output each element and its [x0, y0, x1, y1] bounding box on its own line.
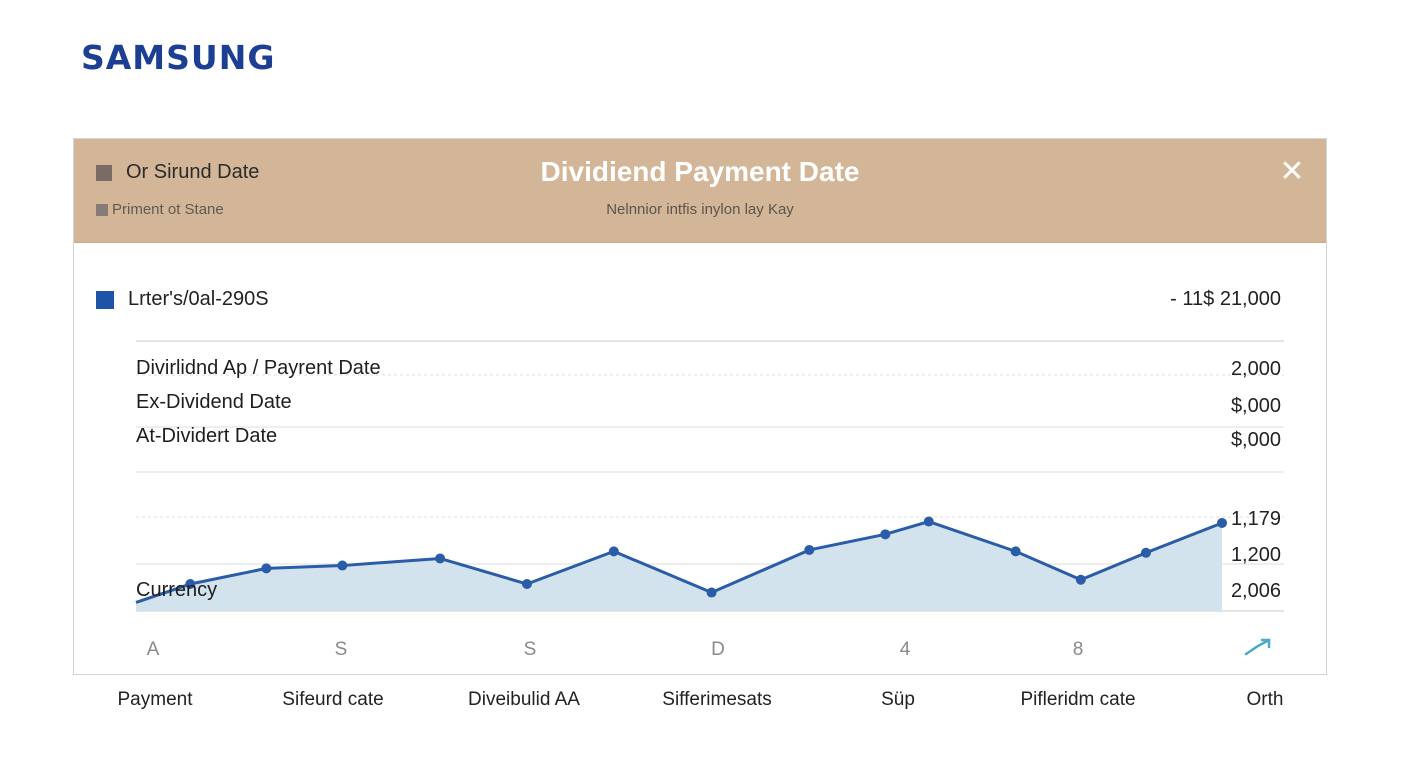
- data-point[interactable]: [1075, 574, 1086, 585]
- header-legend-square: [96, 165, 112, 181]
- close-icon[interactable]: ✕: [1279, 155, 1305, 188]
- row-label-1: Divirlidnd Ap / Payrent Date: [136, 357, 381, 379]
- right-value-2: $,000: [1230, 395, 1281, 417]
- x-tick: D: [711, 639, 725, 660]
- chart-svg: [135, 340, 1284, 612]
- x-tick: 4: [899, 639, 911, 660]
- right-value-5: 1,200: [1230, 544, 1281, 566]
- bottom-label: Orth: [1246, 689, 1284, 710]
- header-sub-square: [96, 204, 108, 216]
- right-value-4: 1,179: [1230, 508, 1281, 530]
- data-point[interactable]: [185, 579, 196, 590]
- right-value-6: 2,006: [1230, 580, 1281, 602]
- chart-subtitle: Nelnnior intfis inylon lay Kay: [606, 201, 794, 218]
- data-point[interactable]: [804, 544, 815, 555]
- x-tick: S: [334, 639, 348, 660]
- trend-up-icon: [1244, 638, 1271, 656]
- bottom-label: Sifferimesats: [662, 689, 772, 710]
- data-point[interactable]: [1140, 547, 1151, 558]
- series-area: [136, 521, 1222, 611]
- bottom-label: Sifeurd cate: [282, 689, 384, 710]
- x-tick: A: [146, 639, 160, 660]
- x-tick: S: [523, 639, 537, 660]
- dividend-chart-panel: Or Sirund Date Priment ot Stane Dividien…: [73, 138, 1327, 675]
- header-left-title: Or Sirund Date: [126, 161, 260, 183]
- total-amount: - 11$ 21,000: [1170, 288, 1281, 310]
- right-value-1: 2,000: [1230, 358, 1281, 380]
- header-left-subtitle: Priment ot Stane: [112, 201, 224, 218]
- data-point[interactable]: [923, 516, 934, 527]
- panel-header: Or Sirund Date Priment ot Stane Dividien…: [74, 139, 1326, 243]
- right-value-3: $,000: [1230, 429, 1281, 451]
- legend-label: Lrter's/0al-290S: [128, 288, 269, 310]
- bottom-label: Diveibulid AA: [468, 689, 580, 710]
- data-point[interactable]: [521, 579, 532, 590]
- bottom-label: Pifleridm cate: [1020, 689, 1136, 710]
- bottom-label: Süp: [881, 689, 915, 710]
- row-label-2: Ex-Dividend Date: [136, 391, 292, 413]
- data-point[interactable]: [435, 553, 446, 564]
- data-point[interactable]: [261, 563, 272, 574]
- row-label-4: Currency: [136, 579, 218, 601]
- bottom-label: Payment: [117, 689, 193, 710]
- data-point[interactable]: [1217, 517, 1227, 528]
- data-point[interactable]: [880, 529, 891, 540]
- data-point[interactable]: [337, 560, 348, 571]
- data-point[interactable]: [1010, 546, 1021, 557]
- chart-title: Dividiend Payment Date: [540, 156, 860, 187]
- data-point[interactable]: [706, 587, 717, 598]
- x-tick: 8: [1072, 639, 1084, 660]
- legend-square: [96, 291, 114, 309]
- row-label-3: At-Dividert Date: [136, 425, 278, 447]
- samsung-logo: SAMSUNG: [81, 38, 276, 77]
- data-point[interactable]: [608, 546, 619, 557]
